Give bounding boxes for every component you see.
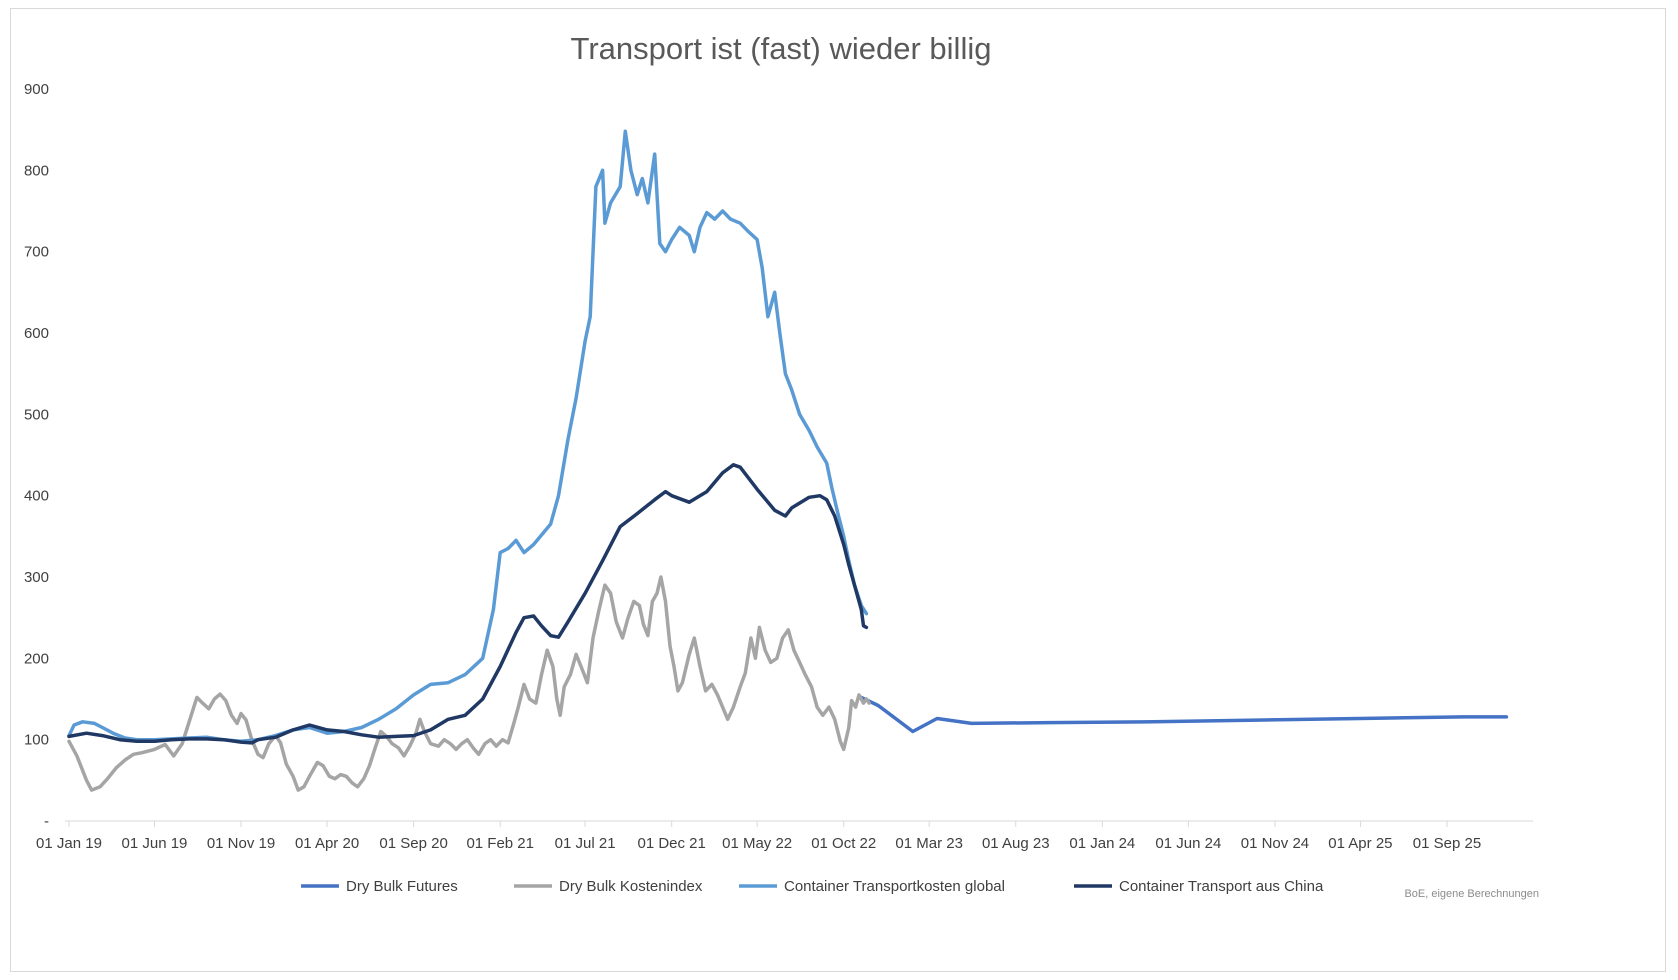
series-line bbox=[859, 695, 1509, 734]
y-tick-label: 900 bbox=[24, 81, 49, 98]
x-tick-label: 01 Sep 20 bbox=[379, 835, 447, 852]
y-tick-label: 500 bbox=[24, 406, 49, 423]
x-tick-label: 01 Jan 24 bbox=[1069, 835, 1135, 852]
y-tick-label: 200 bbox=[24, 650, 49, 667]
legend-label: Container Transportkosten global bbox=[784, 878, 1005, 895]
y-tick-label: 100 bbox=[24, 732, 49, 749]
y-tick-label: 700 bbox=[24, 244, 49, 261]
y-tick-labels: - 100 200 300 400 500 600 700 800 900 bbox=[24, 81, 49, 830]
x-tick-label: 01 Apr 20 bbox=[295, 835, 359, 852]
x-tick-label: 01 Oct 22 bbox=[811, 835, 876, 852]
x-tick-label: 01 Jun 24 bbox=[1155, 835, 1221, 852]
x-tick-label: 01 Nov 19 bbox=[207, 835, 275, 852]
series-lines bbox=[67, 129, 1509, 792]
legend-label: Dry Bulk Futures bbox=[346, 878, 458, 895]
chart-canvas: Transport ist (fast) wieder billig - 100 2… bbox=[24, 31, 1539, 900]
legend-label: Dry Bulk Kostenindex bbox=[559, 878, 703, 895]
series-line bbox=[67, 575, 871, 792]
series-line bbox=[67, 463, 869, 745]
y-tick-label: - bbox=[44, 813, 49, 830]
x-tick-label: 01 Nov 24 bbox=[1241, 835, 1309, 852]
y-tick-label: 400 bbox=[24, 488, 49, 505]
y-tick-label: 600 bbox=[24, 325, 49, 342]
x-tick-labels: 01 Jan 19 01 Jun 19 01 Nov 19 01 Apr 20 01 S… bbox=[36, 835, 1481, 852]
x-tick-label: 01 Feb 21 bbox=[466, 835, 534, 852]
series-line bbox=[67, 129, 869, 744]
x-tick-label: 01 Dec 21 bbox=[637, 835, 705, 852]
y-tick-label: 800 bbox=[24, 162, 49, 179]
legend-label: Container Transport aus China bbox=[1119, 878, 1324, 895]
legend: Dry Bulk Futures Dry Bulk Kostenindex Cont… bbox=[301, 878, 1324, 895]
y-tick-label: 300 bbox=[24, 569, 49, 586]
chart-frame: Transport ist (fast) wieder billig - 100 2… bbox=[10, 8, 1666, 972]
chart-title: Transport ist (fast) wieder billig bbox=[571, 31, 992, 66]
x-tick-label: 01 Jul 21 bbox=[555, 835, 616, 852]
axes bbox=[65, 820, 1533, 827]
x-tick-label: 01 Aug 23 bbox=[982, 835, 1050, 852]
x-tick-label: 01 Apr 25 bbox=[1328, 835, 1392, 852]
x-tick-label: 01 Sep 25 bbox=[1413, 835, 1481, 852]
source-note: BoE, eigene Berechnungen bbox=[1404, 888, 1539, 900]
x-tick-label: 01 May 22 bbox=[722, 835, 792, 852]
x-tick-label: 01 Mar 23 bbox=[895, 835, 963, 852]
x-tick-label: 01 Jan 19 bbox=[36, 835, 102, 852]
x-tick-label: 01 Jun 19 bbox=[122, 835, 188, 852]
